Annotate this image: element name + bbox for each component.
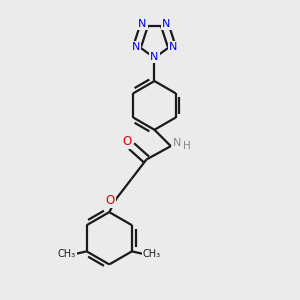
Text: CH₃: CH₃: [143, 249, 161, 259]
Text: N: N: [138, 19, 147, 29]
Text: H: H: [183, 141, 191, 151]
Text: O: O: [106, 194, 115, 207]
Text: CH₃: CH₃: [58, 249, 76, 259]
Text: N: N: [169, 42, 177, 52]
Text: N: N: [132, 42, 140, 52]
Text: O: O: [122, 135, 131, 148]
Text: N: N: [173, 138, 182, 148]
Text: N: N: [150, 52, 159, 62]
Text: N: N: [162, 19, 171, 29]
